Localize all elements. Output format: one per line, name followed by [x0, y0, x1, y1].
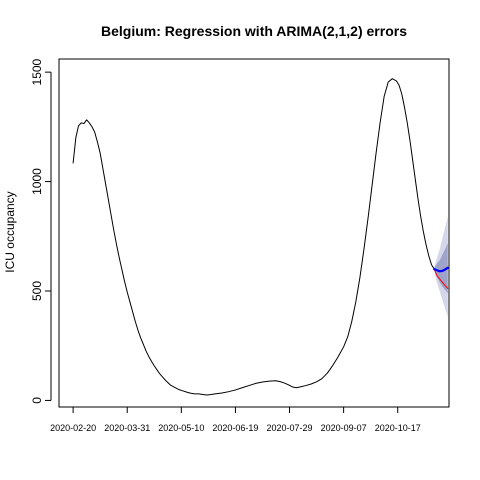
x-tick-label: 2020-05-10	[158, 423, 204, 433]
plot-frame	[58, 58, 450, 408]
x-axis: 2020-02-20 2020-03-31 2020-05-10 2020-06-19…	[50, 406, 421, 433]
x-tick-label: 2020-03-31	[104, 423, 150, 433]
x-tick-label: 2020-06-19	[212, 423, 258, 433]
y-tick-label: 500	[30, 281, 44, 301]
y-axis-label: ICU occupancy	[3, 191, 17, 272]
x-tick-label: 2020-02-20	[50, 423, 96, 433]
x-tick-label: 2020-09-07	[321, 423, 367, 433]
y-tick-label: 1000	[30, 168, 44, 195]
chart-title: Belgium: Regression with ARIMA(2,1,2) er…	[101, 23, 407, 39]
series-actual-line	[433, 268, 449, 289]
y-tick-label: 0	[30, 397, 44, 404]
series-layer	[72, 78, 449, 396]
y-axis: 0 500 1000 1500	[30, 58, 52, 404]
x-tick-label: 2020-07-29	[266, 423, 312, 433]
series-observed-line	[72, 78, 435, 396]
series-forecast-line	[433, 266, 449, 273]
forecast-bands	[434, 216, 448, 318]
y-tick-label: 1500	[30, 58, 44, 85]
x-tick-label: 2020-10-17	[375, 423, 421, 433]
forecast-band-80	[434, 242, 448, 294]
